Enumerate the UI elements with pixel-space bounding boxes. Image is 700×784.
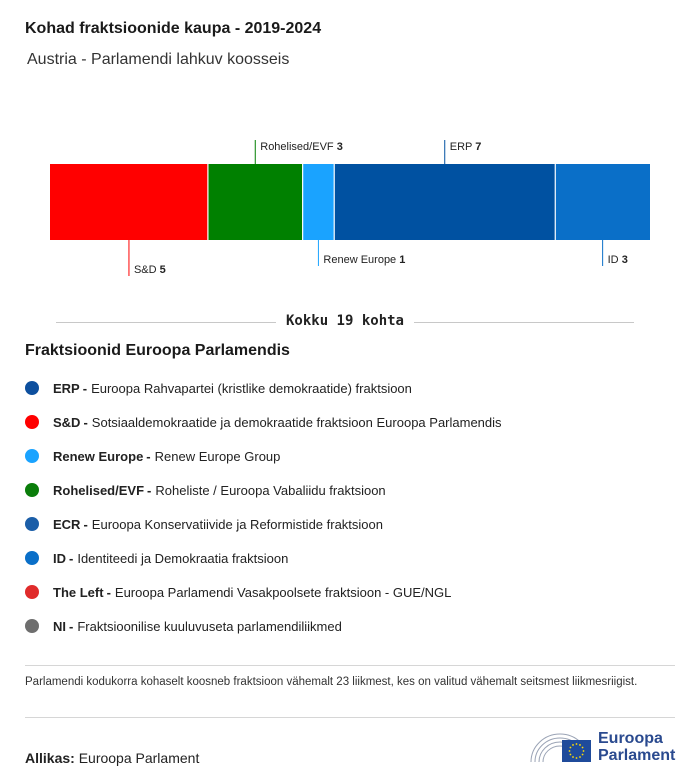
bar-segment-s-d (50, 164, 208, 240)
legend-abbreviation: ERP (53, 380, 80, 396)
eu-star-icon (581, 753, 584, 756)
legend-separator: - (69, 550, 74, 566)
eu-star-icon (575, 743, 578, 745)
legend-description: Identiteedi ja Demokraatia fraktsioon (77, 550, 289, 566)
ep-logo: Euroopa Parlament (528, 728, 675, 766)
legend-color-dot-icon (25, 449, 39, 463)
bar-segment-rohelised-evf (207, 164, 303, 240)
data-label-renew-europe: Renew Europe 1 (323, 254, 405, 266)
chart-subtitle: Austria - Parlamendi lahkuv koosseis (27, 51, 290, 68)
legend-description: Renew Europe Group (154, 448, 281, 464)
legend-abbreviation: NI (53, 618, 66, 634)
legend-color-dot-icon (25, 551, 39, 565)
bar-segment-id (555, 164, 650, 240)
legend-color-dot-icon (25, 619, 39, 633)
legend-abbreviation: ECR (53, 516, 81, 532)
legend-abbreviation: Rohelised/EVF (53, 482, 145, 498)
eu-star-icon (579, 744, 581, 746)
eu-star-icon (569, 753, 572, 756)
divider-bottom (25, 717, 675, 718)
legend-description: Euroopa Parlamendi Vasakpoolsete fraktsi… (114, 584, 452, 600)
eu-star-icon (569, 746, 572, 749)
legend-item: The Left - Euroopa Parlamendi Vasakpoolset… (25, 575, 502, 609)
legend-separator: - (106, 584, 111, 600)
legend-separator: - (146, 448, 151, 464)
logo-text-line1: Euroopa (598, 730, 663, 747)
bar-segment-erp (334, 164, 556, 240)
logo-text-line2: Parlament (598, 747, 676, 764)
group-legend: ERP - Euroopa Rahvapartei (kristlike demok… (25, 371, 502, 643)
seat-distribution-chart: S&D 5 Rohelised/EVF 3 Renew Europe 1 ERP 7 I… (50, 140, 650, 276)
legend-color-dot-icon (25, 517, 39, 531)
eu-star-icon (581, 746, 584, 749)
eu-star-icon (568, 750, 571, 752)
legend-description: Euroopa Rahvapartei (kristlike demokraat… (91, 380, 412, 396)
parliament-hemicycle-icon (530, 733, 591, 763)
legend-item: Rohelised/EVF - Roheliste / Euroopa Vabali… (25, 473, 502, 507)
legend-separator: - (69, 618, 74, 634)
legend-description: Sotsiaaldemokraatide ja demokraatide fra… (91, 414, 502, 430)
legend-description: Roheliste / Euroopa Vabaliidu fraktsioon (155, 482, 386, 498)
eu-star-icon (572, 756, 574, 758)
legend-color-dot-icon (25, 585, 39, 599)
source-label: Allikas: (25, 750, 75, 766)
eu-star-icon (579, 756, 581, 758)
data-label-id: ID 3 (608, 254, 628, 266)
data-label-s-d: S&D 5 (134, 264, 166, 276)
legend-description: Fraktsioonilise kuuluvuseta parlamendili… (77, 618, 342, 634)
legend-color-dot-icon (25, 381, 39, 395)
legend-separator: - (82, 380, 88, 396)
data-label-erp: ERP 7 (450, 141, 482, 153)
eu-star-icon (572, 744, 574, 746)
legend-abbreviation: S&D (53, 414, 81, 430)
footnote: Parlamendi kodukorra kohaselt koosneb fr… (25, 676, 638, 688)
data-label-rohelised-evf: Rohelised/EVF 3 (260, 141, 343, 153)
legend-description: Euroopa Konservatiivide ja Reformistide … (91, 516, 383, 532)
legend-color-dot-icon (25, 483, 39, 497)
legend-item: ECR - Euroopa Konservatiivide ja Reformist… (25, 507, 502, 541)
legend-abbreviation: Renew Europe (53, 448, 144, 464)
source-value: Euroopa Parlament (78, 750, 200, 766)
legend-item: NI - Fraktsioonilise kuuluvuseta parlamend… (25, 609, 502, 643)
legend-item: S&D - Sotsiaaldemokraatide ja demokraatide… (25, 405, 502, 439)
bar-segment-renew-europe (302, 164, 335, 240)
eu-flag-icon (562, 740, 591, 762)
legend-title: Fraktsioonid Euroopa Parlamendis (25, 342, 290, 359)
legend-separator: - (83, 516, 88, 532)
legend-item: ID - Identiteedi ja Demokraatia fraktsioon (25, 541, 502, 575)
legend-abbreviation: ID (53, 550, 66, 566)
legend-item: ERP - Euroopa Rahvapartei (kristlike demok… (25, 371, 502, 405)
legend-abbreviation: The Left (53, 584, 104, 600)
eu-star-icon (575, 757, 578, 759)
source-line: Allikas: Euroopa Parlament (25, 750, 199, 766)
legend-separator: - (147, 482, 152, 498)
legend-item: Renew Europe - Renew Europe Group (25, 439, 502, 473)
total-seats-row: Kokku 19 kohta (56, 312, 634, 334)
legend-separator: - (83, 414, 88, 430)
eu-star-icon (582, 750, 585, 752)
legend-color-dot-icon (25, 415, 39, 429)
chart-title: Kohad fraktsioonide kaupa - 2019-2024 (25, 20, 322, 37)
total-seats-label: Kokku 19 kohta (275, 313, 414, 329)
divider-top (25, 665, 675, 666)
